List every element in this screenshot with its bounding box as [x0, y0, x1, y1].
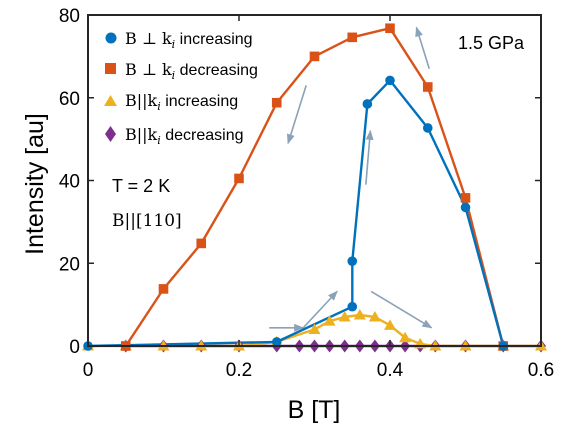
legend-sub-1: i [172, 38, 176, 51]
y-tick-label: 0 [69, 337, 80, 358]
legend-item-4: B||ki decreasing [105, 125, 243, 147]
data-point-series-2 [196, 238, 207, 249]
legend: B ⊥ ki increasing B ⊥ ki decreasing B||k… [104, 29, 258, 147]
direction-arrow [415, 26, 431, 70]
data-point-series-1 [271, 337, 282, 347]
data-point-series-2 [234, 173, 244, 184]
x-tick-label: 0.6 [528, 360, 554, 381]
data-point-series-2 [460, 193, 471, 203]
legend-text-1: increasing [175, 31, 252, 48]
legend-text-2: decreasing [175, 62, 258, 79]
x-tick-label: 0.2 [226, 360, 252, 381]
legend-sub-2: i [172, 69, 176, 82]
y-tick-label: 80 [59, 6, 80, 27]
data-point-series-3 [338, 311, 351, 322]
data-point-series-2 [309, 51, 320, 62]
legend-label-1: B ⊥ ki increasing [125, 29, 253, 51]
legend-text-4: decreasing [161, 127, 244, 144]
legend-label-4: B||ki decreasing [125, 125, 243, 147]
data-point-series-2 [385, 23, 395, 34]
direction-arrows [269, 26, 433, 332]
temperature-annotation: T = 2 K [112, 176, 170, 196]
x-axis-label: B [T] [288, 396, 341, 424]
y-tick-label: 20 [59, 254, 80, 275]
y-tick-label: 60 [59, 89, 80, 110]
data-point-series-1 [347, 301, 358, 312]
data-point-series-1 [460, 202, 471, 213]
data-point-series-2 [422, 82, 433, 92]
legend-marker-triangle [104, 95, 117, 106]
direction-arrow [365, 129, 374, 185]
direction-arrow [286, 85, 307, 145]
legend-math-3: B||k [125, 91, 158, 110]
direction-arrow [302, 290, 338, 329]
legend-marker-circle [105, 32, 117, 44]
legend-math-4: B||k [125, 125, 158, 144]
legend-sub-4: i [157, 134, 161, 147]
legend-item-3: B||ki increasing [104, 91, 238, 113]
x-tick-label: 0 [83, 360, 94, 381]
data-point-series-3 [399, 331, 412, 343]
data-point-series-1 [362, 99, 373, 109]
data-point-series-3 [353, 308, 366, 320]
y-axis-label: Intensity [au] [21, 113, 49, 255]
data-point-series-2 [271, 97, 282, 108]
data-point-series-1 [422, 123, 433, 133]
legend-math-2: B ⊥ k [125, 60, 172, 79]
legend-marker-diamond [105, 126, 116, 142]
data-point-series-3 [308, 323, 321, 334]
data-point-series-3 [384, 319, 396, 330]
data-point-series-2 [347, 32, 358, 43]
legend-item-2: B ⊥ ki decreasing [105, 60, 258, 82]
data-point-series-3 [323, 315, 336, 326]
legend-item-1: B ⊥ ki increasing [105, 29, 253, 51]
direction-arrow [370, 290, 433, 329]
field-direction-annotation: B||[110] [112, 211, 182, 231]
legend-marker-square [105, 63, 116, 74]
y-tick-label: 40 [59, 172, 80, 193]
data-point-series-3 [368, 311, 381, 322]
legend-text-3: increasing [161, 93, 238, 110]
axis-ticks: 0 0.2 0.4 0.6 0 20 40 60 80 [59, 6, 554, 381]
legend-label-2: B ⊥ ki decreasing [125, 60, 258, 82]
pressure-annotation: 1.5 GPa [458, 33, 525, 53]
legend-label-3: B||ki increasing [125, 91, 238, 113]
data-point-series-2 [158, 284, 169, 294]
legend-sub-3: i [157, 100, 161, 113]
x-tick-label: 0.4 [377, 360, 404, 381]
data-point-series-1 [385, 75, 395, 86]
data-point-series-1 [347, 256, 358, 266]
legend-math-1: B ⊥ k [125, 29, 172, 48]
